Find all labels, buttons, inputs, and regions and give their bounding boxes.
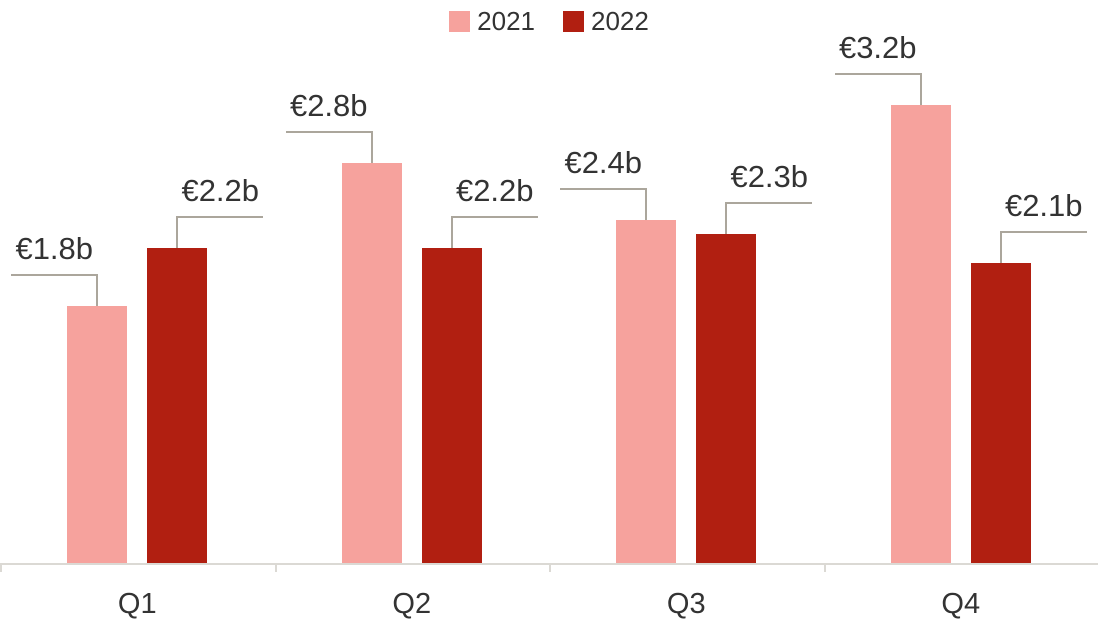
callout-connector-horizontal [726, 202, 813, 204]
bar-2021-Q3[interactable] [616, 220, 677, 563]
data-label: €2.2b [181, 173, 260, 208]
data-label: €2.3b [730, 159, 809, 194]
data-label: €2.1b [1004, 188, 1083, 223]
x-axis-category-label: Q2 [392, 588, 432, 620]
legend-swatch-2021 [449, 10, 471, 32]
data-label: €2.2b [455, 173, 534, 208]
legend-label-2022: 2022 [591, 6, 649, 36]
callout-connector-horizontal [451, 216, 538, 218]
callout-connector-horizontal [285, 131, 372, 133]
callout-connector-vertical [176, 216, 179, 256]
bar-2022-Q3[interactable] [696, 234, 757, 563]
legend-label-2021: 2021 [477, 6, 535, 36]
x-axis-category-label: Q4 [941, 588, 981, 620]
callout-connector-vertical [645, 188, 648, 228]
x-axis-category-label: Q1 [117, 588, 157, 620]
data-label: €2.8b [289, 88, 368, 123]
bar-2021-Q4[interactable] [890, 105, 951, 563]
x-axis-tick [274, 563, 277, 572]
callout-connector-horizontal [177, 216, 264, 218]
callout-connector-horizontal [1000, 231, 1087, 233]
callout-connector-horizontal [560, 188, 647, 190]
callout-connector-vertical [96, 274, 99, 314]
legend: 2021 2022 [0, 8, 1098, 34]
bar-2021-Q1[interactable] [67, 306, 128, 563]
callout-connector-vertical [999, 231, 1002, 271]
callout-connector-horizontal [11, 274, 98, 276]
legend-item-2022[interactable]: 2022 [563, 8, 649, 34]
callout-connector-vertical [450, 216, 453, 256]
data-label: €1.8b [15, 231, 94, 266]
data-label: €3.2b [838, 30, 917, 65]
legend-item-2021[interactable]: 2021 [449, 8, 535, 34]
x-axis-category-label: Q3 [666, 588, 706, 620]
callout-connector-horizontal [834, 73, 921, 75]
bar-2021-Q2[interactable] [341, 163, 402, 563]
legend-swatch-2022 [563, 10, 584, 32]
x-axis-tick [0, 563, 2, 572]
bar-2022-Q4[interactable] [970, 263, 1031, 563]
data-label: €2.4b [564, 145, 643, 180]
x-axis-tick [549, 563, 551, 572]
x-axis-tick [823, 563, 826, 572]
callout-connector-vertical [919, 73, 922, 113]
bar-2022-Q1[interactable] [147, 248, 208, 563]
bar-2022-Q2[interactable] [421, 248, 482, 563]
callout-connector-vertical [725, 202, 728, 242]
callout-connector-vertical [370, 131, 373, 171]
